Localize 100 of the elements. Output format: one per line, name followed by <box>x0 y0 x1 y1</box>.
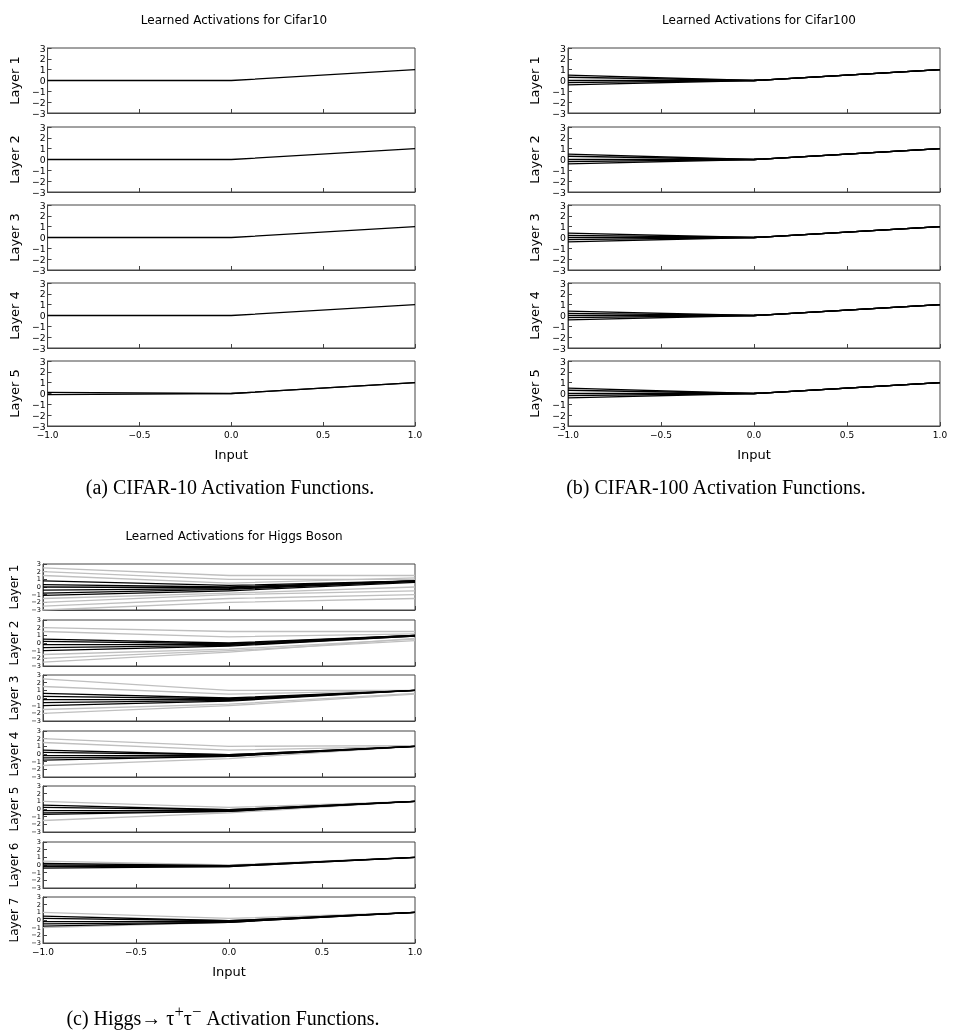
y-tick-label: −1 <box>31 320 46 332</box>
text: (b) CIFAR-100 Activation Functions. <box>566 475 866 499</box>
y-tick-label: −2 <box>552 175 566 187</box>
y-axis-title: Layer 2 <box>7 135 22 184</box>
chart-title: Learned Activations for Cifar100 <box>662 13 856 27</box>
y-tick-label: 3 <box>560 199 567 211</box>
x-axis-title: Input <box>212 964 246 979</box>
y-axis-title: Layer 1 <box>7 564 22 610</box>
y-tick-label: 2 <box>39 288 46 300</box>
y-tick-label: −1 <box>31 164 46 176</box>
y-tick-label: 2 <box>560 53 566 65</box>
y-tick-label: −1 <box>31 85 46 97</box>
y-tick-label: −1 <box>552 85 567 97</box>
y-tick-label: 3 <box>560 355 567 367</box>
y-tick-label: 2 <box>560 366 566 378</box>
y-tick-label: 0 <box>39 75 46 86</box>
x-tick-label: −1.0 <box>32 946 55 957</box>
y-tick-label: 3 <box>39 42 46 54</box>
y-tick-label: −2 <box>31 96 46 108</box>
y-tick-label: 0 <box>39 388 46 399</box>
y-tick-label: −3 <box>552 342 567 354</box>
chart-title: Learned Activations for Cifar10 <box>140 13 328 27</box>
y-axis-title: Layer 6 <box>7 842 22 887</box>
y-tick-label: −2 <box>552 96 566 108</box>
y-tick-label: −1 <box>31 242 46 254</box>
x-tick-label: 0.0 <box>221 946 237 957</box>
x-tick-label: 1.0 <box>407 946 423 957</box>
y-tick-label: −2 <box>552 253 566 265</box>
y-tick-label: 0 <box>560 154 567 165</box>
x-tick-label: 0.5 <box>839 429 855 440</box>
y-tick-label: 0 <box>39 310 46 321</box>
y-tick-label: 1 <box>560 377 567 389</box>
y-tick-label: −3 <box>552 186 567 198</box>
x-axis-title: Input <box>737 447 771 462</box>
y-tick-label: −3 <box>31 186 46 198</box>
x-tick-label: 0.0 <box>746 429 762 440</box>
y-tick-label: 0 <box>560 75 567 86</box>
y-tick-label: −2 <box>31 409 46 421</box>
y-tick-label: 0 <box>39 154 46 165</box>
y-axis-title: Layer 3 <box>527 213 543 262</box>
y-tick-label: 3 <box>560 277 567 289</box>
y-tick-label: −3 <box>552 420 567 432</box>
text: (c) Higgs→ τ$^{+}$τ$^{−}$ Activation Functions. <box>66 1002 380 1030</box>
y-tick-label: 3 <box>39 121 46 133</box>
y-axis-title: Layer 2 <box>527 135 543 184</box>
y-tick-label: 1 <box>39 64 46 76</box>
y-axis-title: Layer 4 <box>7 291 22 340</box>
y-tick-label: 1 <box>39 221 46 233</box>
y-tick-label: 1 <box>560 221 567 233</box>
y-tick-label: 3 <box>560 121 567 133</box>
x-tick-label: −0.5 <box>125 946 147 957</box>
y-tick-label: −1 <box>552 164 567 176</box>
chart-title: Learned Activations for Higgs Boson <box>125 529 343 543</box>
y-tick-label: 2 <box>560 132 566 144</box>
y-tick-label: 1 <box>39 143 46 155</box>
y-tick-label: −2 <box>31 331 46 343</box>
y-axis-title: Layer 5 <box>7 369 22 418</box>
y-tick-label: 1 <box>39 377 46 389</box>
y-tick-label: −3 <box>31 264 46 276</box>
y-tick-label: 0 <box>560 232 567 243</box>
x-axis-title: Input <box>214 447 249 462</box>
x-tick-label: 1.0 <box>407 429 423 440</box>
y-tick-label: 1 <box>39 299 46 311</box>
y-tick-label: −2 <box>552 409 566 421</box>
y-axis-title: Layer 1 <box>7 56 22 105</box>
y-tick-label: 2 <box>560 210 566 222</box>
y-axis-title: Layer 1 <box>527 56 543 105</box>
y-axis-title: Layer 4 <box>527 291 543 340</box>
y-tick-label: 0 <box>39 232 46 243</box>
y-tick-label: −2 <box>31 253 46 265</box>
y-axis-title: Layer 3 <box>7 675 22 721</box>
y-tick-label: 3 <box>560 42 567 54</box>
y-tick-label: 2 <box>560 288 566 300</box>
y-tick-label: −1 <box>552 398 567 410</box>
y-axis-title: Layer 7 <box>7 897 22 943</box>
y-axis-title: Layer 4 <box>7 731 22 776</box>
y-tick-label: 3 <box>39 355 46 367</box>
text: (a) CIFAR-10 Activation Functions. <box>85 475 375 499</box>
y-tick-label: −3 <box>31 342 46 354</box>
y-tick-label: 0 <box>560 388 567 399</box>
y-tick-label: 1 <box>560 299 567 311</box>
x-tick-label: −1.0 <box>557 429 580 440</box>
y-tick-label: 2 <box>39 210 46 222</box>
y-tick-label: 1 <box>560 143 567 155</box>
y-tick-label: 0 <box>560 310 567 321</box>
y-tick-label: −3 <box>552 107 567 119</box>
y-tick-label: −1 <box>552 320 567 332</box>
x-tick-label: 0.0 <box>224 429 239 440</box>
y-tick-label: −1 <box>31 398 46 410</box>
y-tick-label: −3 <box>552 264 567 276</box>
x-tick-label: 1.0 <box>932 429 948 440</box>
x-tick-label: −1.0 <box>36 429 59 440</box>
y-tick-label: 1 <box>560 64 567 76</box>
y-tick-label: −3 <box>31 420 46 432</box>
y-tick-label: −1 <box>552 242 567 254</box>
y-axis-title: Layer 5 <box>527 369 543 418</box>
y-tick-label: 3 <box>39 199 46 211</box>
y-axis-title: Layer 3 <box>7 213 22 262</box>
y-tick-label: 2 <box>39 366 46 378</box>
y-axis-title: Layer 5 <box>7 786 22 832</box>
